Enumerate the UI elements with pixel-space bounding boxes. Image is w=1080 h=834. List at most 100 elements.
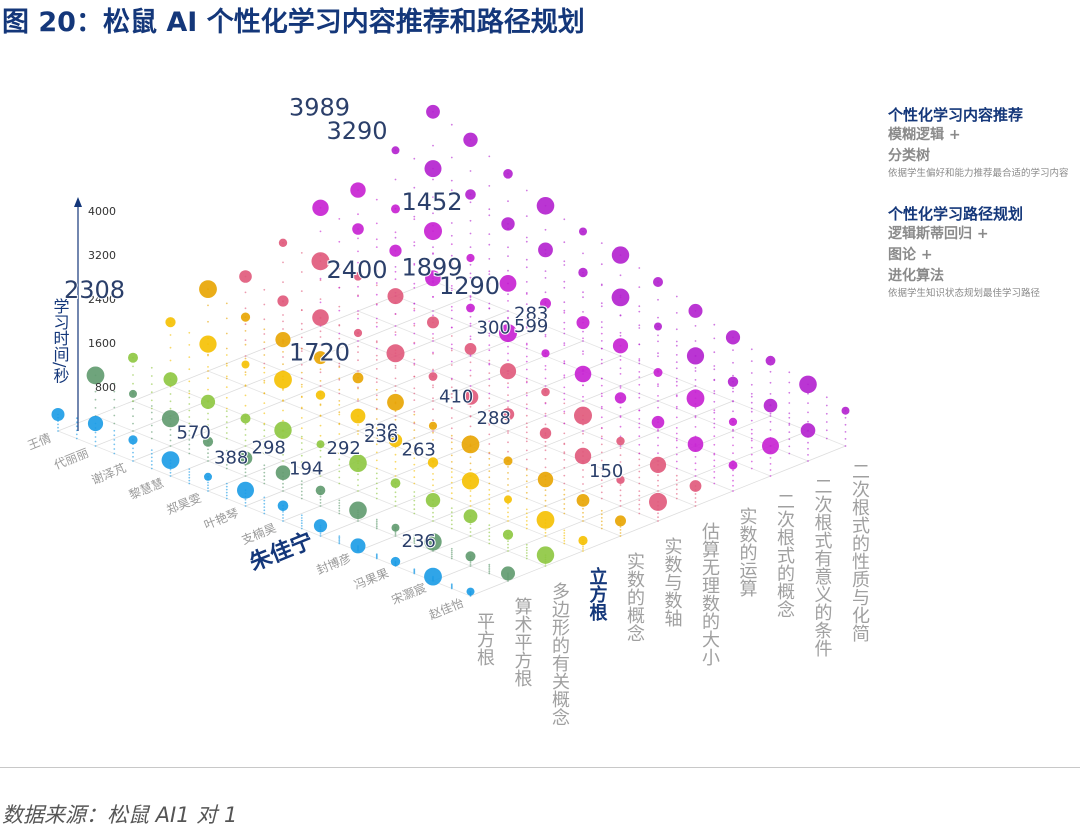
surface-dot bbox=[450, 471, 453, 473]
surface-dot bbox=[319, 449, 322, 452]
surface-dot bbox=[450, 519, 453, 522]
surface-dot bbox=[413, 437, 416, 439]
data-bubble bbox=[87, 415, 104, 432]
surface-dot bbox=[300, 461, 303, 463]
data-bubble bbox=[315, 485, 326, 496]
surface-dot bbox=[544, 445, 547, 447]
surface-dot bbox=[619, 367, 622, 370]
surface-dot bbox=[488, 538, 491, 541]
surface-dot bbox=[638, 470, 641, 473]
surface-dot bbox=[319, 415, 322, 417]
surface-dot bbox=[694, 475, 697, 477]
value-label: 388 bbox=[214, 448, 248, 469]
surface-dot bbox=[300, 363, 303, 366]
surface-dot bbox=[413, 512, 416, 515]
data-bubble bbox=[466, 253, 475, 263]
surface-dot bbox=[469, 561, 472, 563]
surface-dot bbox=[338, 388, 341, 391]
surface-dot bbox=[694, 370, 697, 372]
surface-dot bbox=[507, 386, 509, 389]
surface-dot bbox=[357, 285, 359, 288]
surface-dot bbox=[188, 390, 191, 392]
surface-dot bbox=[188, 452, 191, 455]
surface-dot bbox=[525, 325, 528, 328]
surface-dot bbox=[413, 542, 416, 545]
surface-dot bbox=[750, 460, 753, 463]
data-bubble bbox=[312, 309, 329, 326]
surface-dot bbox=[244, 501, 247, 504]
surface-dot bbox=[263, 441, 266, 443]
surface-dot bbox=[263, 354, 266, 356]
surface-dot bbox=[713, 482, 716, 485]
data-bubble bbox=[616, 475, 625, 484]
surface-dot bbox=[413, 157, 416, 160]
surface-dot bbox=[544, 415, 547, 417]
surface-dot bbox=[469, 170, 472, 172]
surface-dot bbox=[563, 498, 566, 501]
surface-dot bbox=[563, 534, 566, 537]
surface-dot bbox=[450, 234, 453, 237]
surface-dot bbox=[544, 312, 547, 315]
surface-dot bbox=[450, 264, 453, 266]
surface-dot bbox=[675, 394, 678, 396]
surface-dot bbox=[563, 432, 566, 435]
data-bubble bbox=[574, 406, 592, 425]
surface-dot bbox=[75, 421, 78, 424]
surface-dot bbox=[375, 325, 378, 328]
surface-dot bbox=[375, 198, 378, 201]
surface-dot bbox=[525, 491, 528, 494]
data-bubble bbox=[503, 169, 513, 179]
surface-dot bbox=[207, 377, 209, 380]
surface-dot bbox=[207, 490, 209, 492]
surface-dot bbox=[132, 422, 134, 425]
surface-dot bbox=[488, 320, 491, 323]
surface-dot bbox=[600, 451, 603, 454]
surface-dot bbox=[825, 412, 828, 415]
surface-dot bbox=[619, 331, 622, 334]
surface-dot bbox=[657, 452, 659, 455]
surface-dot bbox=[488, 349, 491, 352]
surface-dot bbox=[375, 492, 378, 495]
surface-dot bbox=[413, 332, 416, 335]
data-bubble bbox=[426, 104, 440, 119]
surface-dot bbox=[263, 412, 266, 415]
surface-dot bbox=[357, 398, 359, 400]
surface-dot bbox=[357, 340, 359, 342]
surface-dot bbox=[113, 439, 116, 441]
surface-dot bbox=[319, 279, 322, 282]
surface-dot bbox=[507, 310, 509, 312]
knowledge-point-label: 立方根 bbox=[587, 566, 608, 622]
data-bubble bbox=[391, 204, 400, 214]
surface-dot bbox=[413, 413, 416, 416]
surface-dot bbox=[413, 364, 416, 366]
surface-dot bbox=[338, 286, 341, 289]
surface-dot bbox=[619, 489, 622, 492]
surface-dot bbox=[450, 481, 453, 484]
surface-dot bbox=[450, 511, 453, 514]
surface-dot bbox=[282, 486, 284, 489]
surface-dot bbox=[263, 347, 266, 350]
surface-dot bbox=[225, 432, 228, 434]
data-bubble bbox=[424, 533, 442, 551]
data-bubble bbox=[386, 344, 405, 363]
data-bubble bbox=[202, 436, 214, 447]
data-bubble bbox=[424, 567, 442, 586]
value-label: 599 bbox=[514, 316, 548, 337]
surface-dot bbox=[113, 443, 116, 446]
surface-dot bbox=[619, 468, 622, 470]
surface-dot bbox=[188, 392, 191, 395]
surface-dot bbox=[488, 457, 491, 460]
data-bubble bbox=[502, 529, 514, 540]
surface-dot bbox=[675, 354, 678, 356]
surface-dot bbox=[413, 535, 416, 538]
surface-dot bbox=[225, 485, 228, 488]
surface-dot bbox=[150, 424, 153, 427]
surface-dot bbox=[300, 350, 303, 352]
surface-dot bbox=[207, 418, 209, 421]
surface-dot bbox=[675, 344, 678, 347]
surface-dot bbox=[244, 498, 247, 501]
data-bubble bbox=[541, 349, 550, 358]
surface-dot bbox=[338, 504, 341, 507]
surface-dot bbox=[507, 406, 509, 408]
surface-dot bbox=[132, 374, 134, 376]
